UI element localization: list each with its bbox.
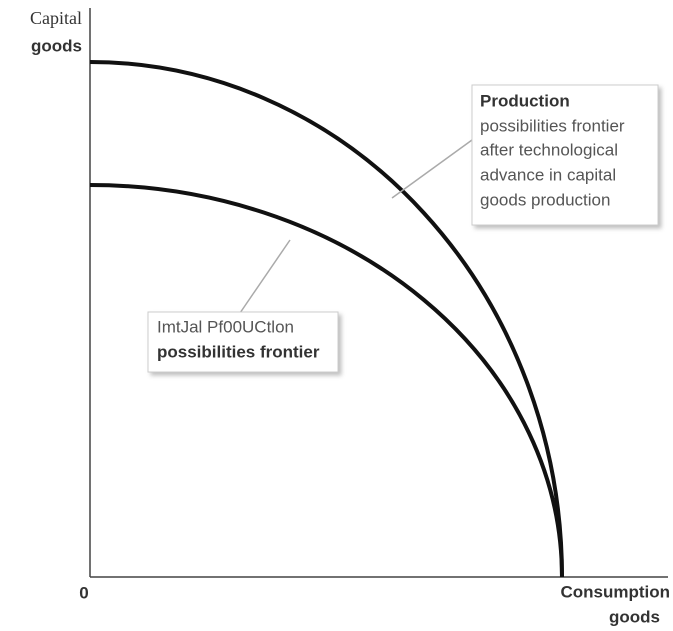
- callout-title: Production: [480, 91, 570, 110]
- callout-text: possibilities frontier: [480, 116, 625, 135]
- y-axis-label: Capital: [30, 8, 82, 28]
- callout-text: goods production: [480, 190, 610, 209]
- callout-text: possibilities frontier: [157, 342, 320, 361]
- x-axis-label: Consumption: [560, 582, 670, 601]
- outer-frontier: [89, 60, 564, 578]
- callout-box: [147, 311, 339, 373]
- callout-text: ImtJal Pf00UCtlon: [157, 317, 294, 336]
- callout-box: [471, 84, 659, 226]
- callout-text: advance in capital: [480, 165, 616, 184]
- inner-frontier: [89, 183, 564, 578]
- callout-text: after technological: [480, 140, 618, 159]
- x-axis-label: goods: [609, 607, 660, 626]
- y-axis-label: goods: [31, 36, 82, 55]
- leader-line: [391, 139, 473, 199]
- leader-line: [239, 239, 291, 314]
- origin-label: 0: [79, 583, 88, 602]
